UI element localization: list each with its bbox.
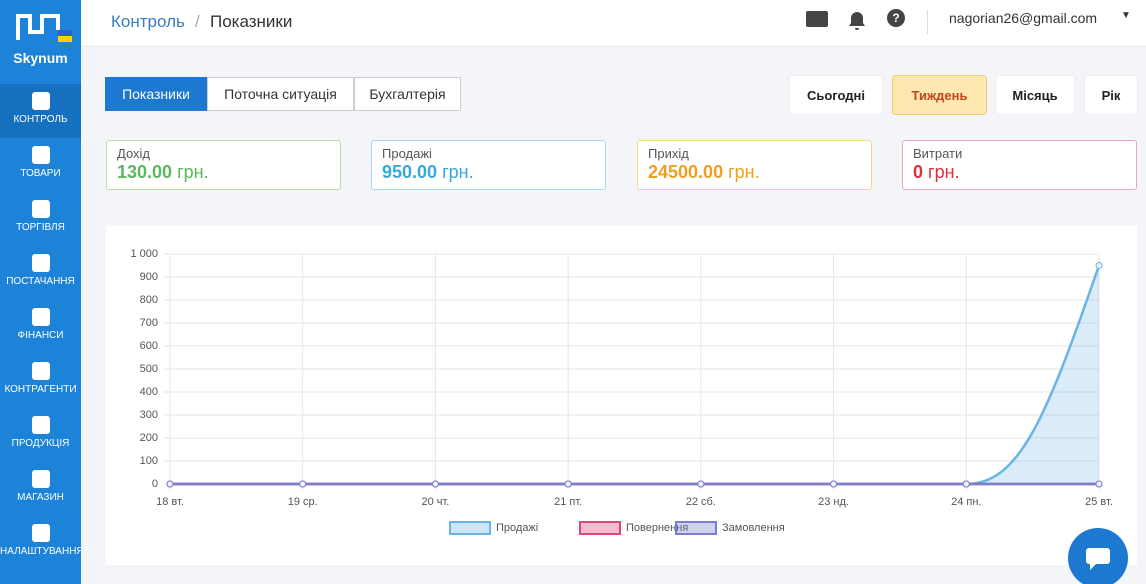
nav-label: ФІНАНСИ [17,330,64,341]
card-value: 950.00 грн. [382,162,595,183]
stat-card: Продажі 950.00 грн. [371,140,606,190]
nav-item[interactable]: НАЛАШТУВАННЯ [0,516,84,570]
point [299,480,307,488]
point [166,480,174,488]
legend-label: Замовлення [722,522,785,534]
nav-item[interactable]: ПОСТАЧАННЯ [0,246,81,300]
legend-swatch [449,521,491,535]
chart: 0 100 200 300 400 500 600 700 800 900 1 000 18 вт. 1… [130,248,1113,535]
y-tick-label: 100 [140,455,158,467]
y-tick-label: 900 [140,271,158,283]
x-tick-label: 19 ср. [288,496,318,508]
x-tick-label: 23 нд. [818,496,849,508]
nav-item[interactable]: ТОРГІВЛЯ [0,192,81,246]
unit: грн. [728,162,760,182]
nav-item[interactable]: МАГАЗИН [0,462,81,516]
point [830,480,838,488]
nav-label: ПРОДУКЦІЯ [11,438,70,449]
point [1095,262,1103,269]
amount: 0 [913,162,924,182]
point [697,480,705,488]
nav-label: ТОВАРИ [20,168,61,179]
card-label: Витрати [913,146,963,161]
x-tick-label: 18 вт. [156,496,184,508]
stat-card: Прихід 24500.00 грн. [637,140,872,190]
y-tick-label: 500 [140,363,158,375]
nav-item[interactable]: КОНТРАГЕНТИ [0,354,81,408]
logo: Skynum [13,50,68,66]
nav-label: НАЛАШТУВАННЯ [0,546,84,557]
legend-swatch [579,521,621,535]
card-label: Дохід [117,146,151,161]
unit: грн. [442,162,474,182]
x-tick-label: 22 сб. [686,496,716,508]
tab[interactable]: Поточна ситуація [207,77,354,111]
point [1095,480,1103,488]
stat-card: Витрати 0 грн. [902,140,1137,190]
tab[interactable]: Показники [105,77,207,111]
x-tick-label: 25 вт. [1085,496,1113,508]
y-tick-label: 0 [152,478,158,490]
header-icons: ? [806,9,905,30]
point [431,480,439,488]
nav-item[interactable]: КОНТРОЛЬ [0,84,81,138]
legend-swatch [675,521,717,535]
y-tick-label: 400 [140,386,158,398]
card-value: 0 грн. [913,162,1126,183]
tab[interactable]: Бухгалтерія [354,77,461,111]
bell-icon[interactable] [849,12,865,30]
legend-label: Продажі [496,522,538,534]
unit: грн. [928,162,960,182]
y-tick-label: 800 [140,294,158,306]
user-menu[interactable]: nagorian26@gmail.com [949,10,1098,26]
line [169,265,1101,486]
nav-label: ТОРГІВЛЯ [16,222,65,233]
y-tick-label: 200 [140,432,158,444]
y-tick-label: 600 [140,340,158,352]
help-icon[interactable] [887,9,905,27]
y-tick-label: 700 [140,317,158,329]
stat-card: Дохід 130.00 грн. [106,140,341,190]
sidebar: Skynum КОНТРОЛЬ ТОВАРИ ТОРГІВЛЯ ПОСТАЧАННЯ Ф… [0,0,84,584]
y-tick-label: 1 000 [130,248,158,260]
nav-label: ПОСТАЧАННЯ [6,276,75,287]
point [962,480,970,488]
nav-item[interactable]: ПРОДУКЦІЯ [0,408,81,462]
period-button[interactable]: Сьогодні [789,75,883,115]
y-tick-label: 300 [140,409,158,421]
nav-item[interactable]: ФІНАНСИ [0,300,81,354]
nav-label: КОНТРАГЕНТИ [4,384,77,395]
amount: 24500.00 [648,162,724,182]
chat-button[interactable] [1068,528,1138,584]
nav-label: МАГАЗИН [17,492,64,503]
point [564,480,572,488]
unit: грн. [177,162,209,182]
logo-icon [16,14,72,42]
page-title: Показники [210,12,293,31]
nav-label: КОНТРОЛЬ [13,114,68,125]
area [170,265,1099,484]
card-value: 130.00 грн. [117,162,330,183]
card-label: Продажі [382,146,432,161]
period-button[interactable]: Тиждень [892,75,987,115]
card-label: Прихід [648,146,689,161]
list-icon[interactable] [806,11,828,27]
amount: 130.00 [117,162,173,182]
nav-item[interactable]: ТОВАРИ [0,138,81,192]
svg-text:?: ? [892,11,899,25]
amount: 950.00 [382,162,438,182]
x-tick-label: 21 пт. [554,496,582,508]
chart-panel: 0 100 200 300 400 500 600 700 800 900 1 000 18 вт. 1… [106,226,1137,565]
period-button[interactable]: Місяць [995,75,1075,115]
card-value: 24500.00 грн. [648,162,861,183]
period-button[interactable]: Рік [1084,75,1138,115]
legend-label: Повернення [626,522,688,534]
header: Контроль / Показники ? nagorian26@gmail.… [81,0,1146,47]
x-tick-label: 20 чт. [421,496,449,508]
separator: / [195,12,200,31]
x-tick-label: 24 пн. [951,496,981,508]
breadcrumb[interactable]: Контроль [111,12,185,31]
